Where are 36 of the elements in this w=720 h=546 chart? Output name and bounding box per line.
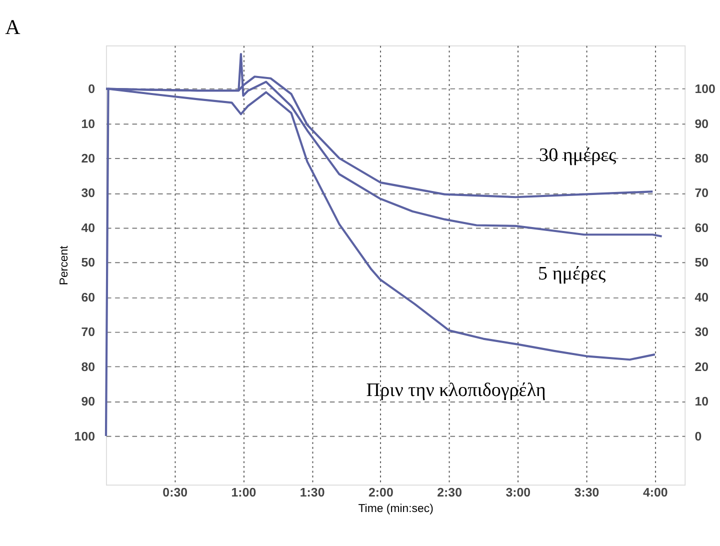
x-tick-label: 1:00 <box>231 486 256 500</box>
y-tick-label: 40 <box>81 220 96 235</box>
y-tick-label: 30 <box>81 186 96 200</box>
y2-tick-label: 50 <box>694 256 709 270</box>
x-axis-title: Time (min:sec) <box>358 502 434 515</box>
y2-tick-label: 40 <box>694 290 709 304</box>
y2-tick-label: 10 <box>694 394 709 409</box>
y2-tick-label: 30 <box>694 325 709 340</box>
y2-tick-label: 0 <box>694 429 702 444</box>
y-tick-label: 20 <box>81 152 96 166</box>
y2-tick-label: 80 <box>694 152 709 166</box>
x-tick-label: 0:30 <box>162 486 188 500</box>
y2-tick-label: 100 <box>694 82 716 96</box>
x-tick-label: 2:00 <box>368 486 394 500</box>
series-label: Πριν την κλοπιδογρέλη <box>366 380 546 401</box>
y2-tick-label: 90 <box>694 116 709 131</box>
y-tick-label: 90 <box>81 394 96 409</box>
y-tick-label: 100 <box>74 429 96 444</box>
y-tick-label: 50 <box>81 256 96 270</box>
chart-title: A <box>5 15 22 40</box>
y-tick-label: 70 <box>81 325 96 340</box>
y2-tick-label: 60 <box>694 220 709 235</box>
y-tick-label: 60 <box>81 290 96 304</box>
y-tick-label: 10 <box>81 116 96 131</box>
y-tick-label: 80 <box>81 360 96 374</box>
x-tick-label: 2:30 <box>437 486 462 500</box>
y-tick-label: 0 <box>88 82 96 96</box>
x-tick-label: 3:30 <box>574 486 600 500</box>
y2-tick-label: 70 <box>694 186 709 200</box>
y-axis-title: Percent <box>58 244 71 286</box>
x-tick-label: 1:30 <box>300 486 325 500</box>
series-label: 5 ημέρες <box>538 264 606 285</box>
x-tick-label: 3:00 <box>506 486 531 500</box>
x-tick-label: 4:00 <box>642 486 668 500</box>
series-label: 30 ημέρες <box>539 144 617 166</box>
y2-tick-label: 20 <box>694 360 709 374</box>
